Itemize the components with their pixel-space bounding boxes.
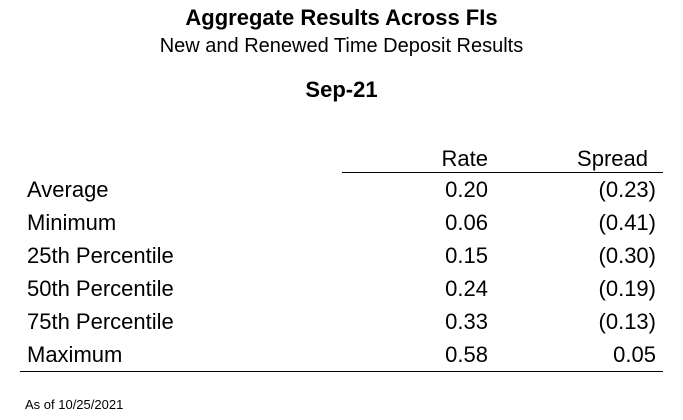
spread-value: (0.13) <box>598 309 656 334</box>
row-label: 25th Percentile <box>27 243 174 268</box>
table-row: 50th Percentile 0.24 (0.19) <box>0 273 683 306</box>
table-row: Minimum 0.06 (0.41) <box>0 207 683 240</box>
table-row: Maximum 0.58 0.05 <box>0 339 683 372</box>
column-header-spread: Spread <box>577 146 648 171</box>
header-rule <box>342 172 663 173</box>
spread-value: (0.23) <box>598 177 656 202</box>
rate-value: 0.06 <box>445 210 488 235</box>
rate-value: 0.20 <box>445 177 488 202</box>
spread-value: (0.19) <box>598 276 656 301</box>
column-header-rate: Rate <box>441 146 488 171</box>
rate-value: 0.33 <box>445 309 488 334</box>
table-bottom-rule <box>20 371 663 372</box>
rate-value: 0.24 <box>445 276 488 301</box>
rate-value: 0.58 <box>445 342 488 367</box>
table-row: Average 0.20 (0.23) <box>0 174 683 207</box>
report-title: Aggregate Results Across FIs <box>185 5 498 30</box>
row-label: 75th Percentile <box>27 309 174 334</box>
spread-value: (0.30) <box>598 243 656 268</box>
rate-value: 0.15 <box>445 243 488 268</box>
report-period: Sep-21 <box>305 77 378 102</box>
report-subtitle: New and Renewed Time Deposit Results <box>159 35 524 57</box>
row-label: 50th Percentile <box>27 276 174 301</box>
as-of-footnote: As of 10/25/2021 <box>25 397 124 412</box>
table-row: 25th Percentile 0.15 (0.30) <box>0 240 683 273</box>
row-label: Minimum <box>27 210 117 235</box>
spread-value: 0.05 <box>613 342 656 367</box>
row-label: Average <box>27 177 109 202</box>
spread-value: (0.41) <box>598 210 656 235</box>
table-row: 75th Percentile 0.33 (0.13) <box>0 306 683 339</box>
row-label: Maximum <box>27 342 123 367</box>
